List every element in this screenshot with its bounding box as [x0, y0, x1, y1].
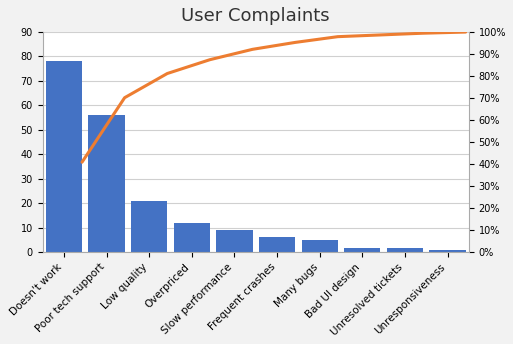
Bar: [216, 230, 252, 252]
Bar: [302, 240, 338, 252]
Bar: [387, 248, 423, 252]
Title: User Complaints: User Complaints: [182, 7, 330, 25]
Bar: [173, 223, 210, 252]
Bar: [131, 201, 167, 252]
Bar: [88, 115, 125, 252]
Bar: [259, 237, 295, 252]
Bar: [429, 250, 466, 252]
Bar: [46, 61, 82, 252]
Bar: [344, 248, 380, 252]
